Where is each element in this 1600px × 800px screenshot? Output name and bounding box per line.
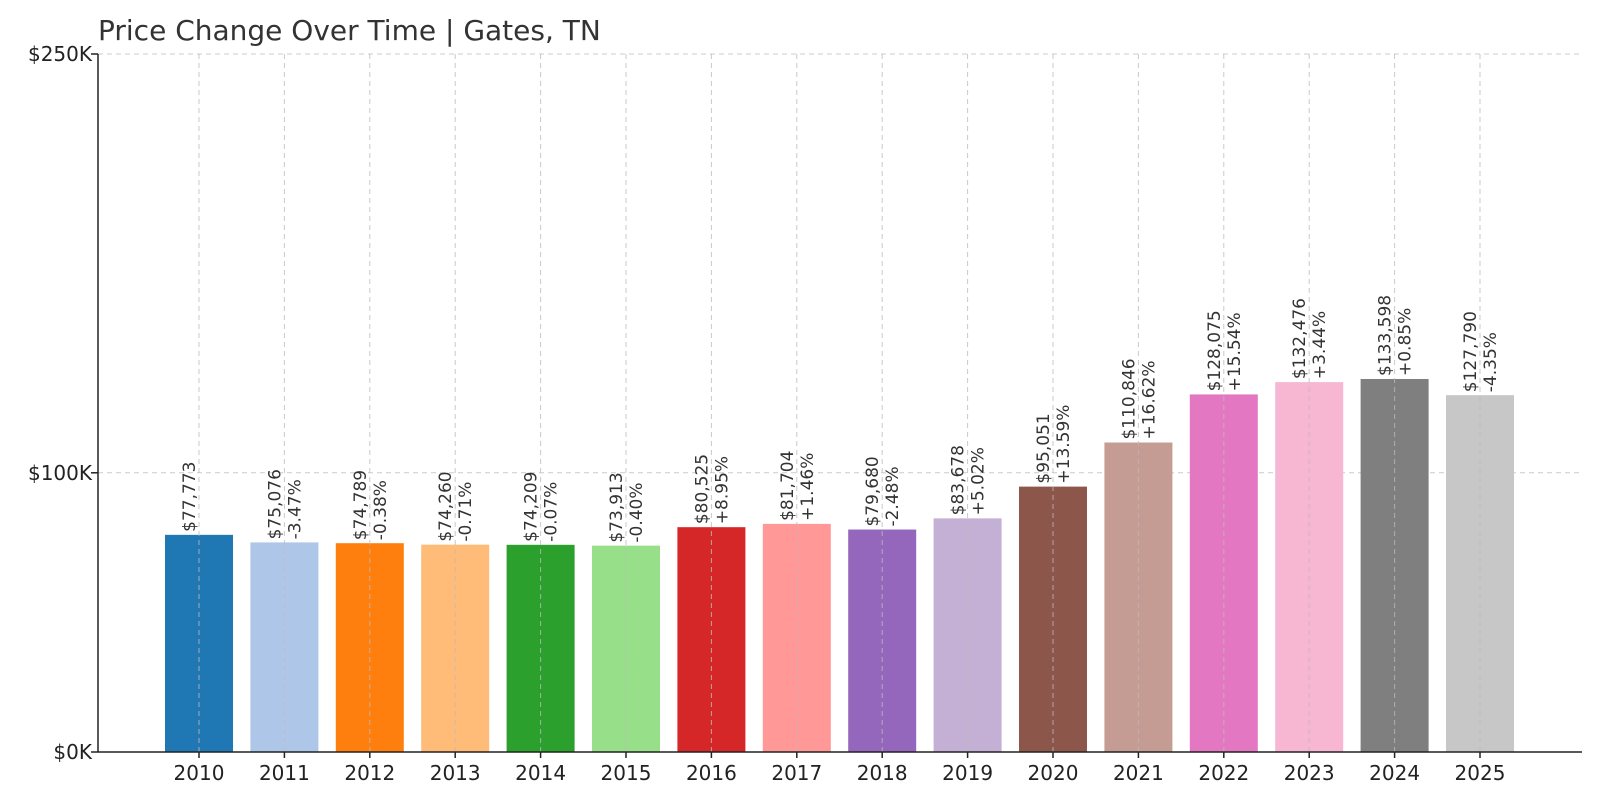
change-label: -0.07% [542, 482, 562, 542]
change-label: -3.47% [285, 479, 305, 539]
value-label: $74,260 [436, 471, 456, 541]
change-label: +13.59% [1054, 405, 1074, 484]
x-tick-label: 2018 [857, 761, 908, 785]
change-label: +1.46% [798, 453, 818, 521]
change-label: +8.95% [712, 456, 732, 524]
x-tick-label: 2010 [174, 761, 225, 785]
x-tick-label: 2021 [1113, 761, 1164, 785]
x-tick-label: 2023 [1284, 761, 1335, 785]
value-label: $73,913 [607, 472, 627, 542]
chart-title: Price Change Over Time | Gates, TN [98, 14, 601, 47]
change-label: -2.48% [883, 466, 903, 526]
x-tick-label: 2012 [344, 761, 395, 785]
bar-layer [165, 378, 1514, 752]
value-label: $81,704 [778, 451, 798, 521]
change-label: +16.62% [1139, 360, 1159, 439]
x-tick-label: 2016 [686, 761, 737, 785]
value-label: $128,075 [1205, 310, 1225, 391]
axis-layer: $0K $100K $250K 2010 2011 2012 2013 2014 2015 201… [28, 42, 1582, 785]
y-tick-label: $100K [28, 461, 93, 485]
change-label: -0.71% [456, 482, 476, 542]
value-label: $127,790 [1461, 311, 1481, 392]
x-tick-label: 2024 [1369, 761, 1420, 785]
value-label: $132,476 [1290, 298, 1310, 379]
change-label: +3.44% [1310, 311, 1330, 379]
grid-layer [98, 53, 1582, 474]
value-label: $74,209 [522, 471, 542, 541]
value-label: $80,525 [692, 454, 712, 524]
x-tick-label: 2020 [1028, 761, 1079, 785]
value-label: $133,598 [1376, 295, 1396, 376]
label-layer: $77,773 $75,076 -3.47% $74,789 -0.38% $74,260… [180, 295, 1501, 543]
x-tick-label: 2014 [515, 761, 566, 785]
value-label: $95,051 [1034, 413, 1054, 483]
y-tick-label: $250K [28, 42, 93, 66]
x-tick-label: 2022 [1198, 761, 1249, 785]
x-tick-label: 2025 [1455, 761, 1506, 785]
value-label: $79,680 [863, 456, 883, 526]
change-label: +5.02% [969, 447, 989, 515]
x-tick-label: 2015 [601, 761, 652, 785]
value-label: $74,789 [351, 470, 371, 540]
value-label: $75,076 [265, 469, 285, 539]
x-tick-label: 2013 [430, 761, 481, 785]
change-label: -0.38% [371, 480, 391, 540]
value-label: $77,773 [180, 462, 200, 532]
change-label: +15.54% [1225, 312, 1245, 391]
change-label: -0.40% [627, 482, 647, 542]
change-label: -4.35% [1481, 332, 1501, 392]
x-tick-label: 2017 [771, 761, 822, 785]
value-label: $110,846 [1119, 358, 1139, 439]
x-tick-label: 2011 [259, 761, 310, 785]
x-tick-label: 2019 [942, 761, 993, 785]
y-tick-label: $0K [53, 740, 92, 764]
bar [1446, 395, 1514, 752]
bar [1019, 486, 1087, 752]
change-label: +0.85% [1396, 308, 1416, 376]
value-label: $83,678 [949, 445, 969, 515]
bar [1189, 394, 1258, 752]
